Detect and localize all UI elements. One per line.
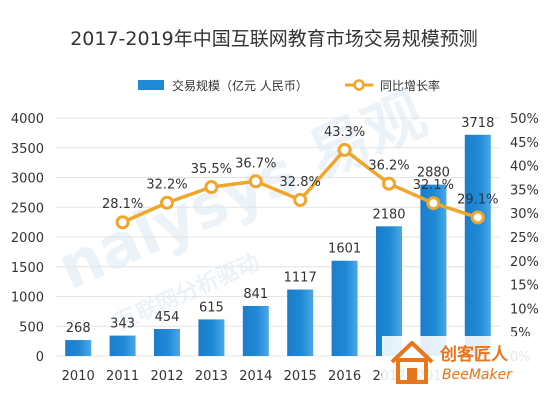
y-right-tick-label: 25%	[510, 231, 539, 246]
y-left-tick-label: 0	[36, 350, 44, 365]
x-tick-label: 2013	[195, 369, 228, 384]
bar-value-label: 343	[110, 317, 135, 332]
y-right-tick-label: 45%	[510, 136, 539, 151]
legend-line-marker	[353, 79, 365, 91]
growth-value-label: 32.8%	[280, 175, 321, 190]
bar	[242, 305, 269, 356]
y-right-tick-label: 10%	[510, 302, 539, 317]
growth-point	[204, 180, 219, 195]
legend-bar-label: 交易规模（亿元 人民币）	[172, 78, 308, 93]
growth-point	[160, 195, 174, 210]
y-right-tick-label: 50%	[510, 112, 539, 127]
bar	[109, 335, 136, 356]
chart-title: 2017-2019年中国互联网教育市场交易规模预测	[70, 28, 478, 50]
y-right-tick-label: 20%	[510, 255, 539, 270]
bar-value-label: 1117	[284, 271, 317, 286]
bar-value-label: 454	[155, 310, 180, 325]
growth-value-label: 36.2%	[368, 159, 409, 174]
bar-value-label: 841	[243, 287, 268, 302]
growth-point	[382, 176, 396, 191]
x-tick-label: 2015	[284, 369, 317, 384]
logo-badge: 创客匠人 BeeMaker	[382, 336, 547, 388]
y-right-tick-label: 30%	[510, 207, 539, 222]
x-tick-label: 2012	[150, 369, 183, 384]
bar	[65, 340, 92, 356]
bar-value-label: 1601	[328, 242, 361, 257]
y-left-tick-label: 2500	[11, 201, 44, 216]
bar	[331, 260, 358, 356]
x-tick-label: 2011	[106, 369, 139, 384]
right-axis: 0%5%10%15%20%25%30%35%40%45%50%	[510, 112, 539, 365]
house-icon	[390, 341, 434, 384]
y-left-tick-label: 3500	[11, 142, 44, 157]
legend-line-label: 同比增长率	[380, 78, 440, 93]
growth-line	[115, 142, 485, 230]
growth-point	[248, 174, 263, 189]
y-left-tick-label: 1000	[11, 291, 44, 306]
y-right-tick-label: 15%	[510, 279, 539, 294]
growth-value-label: 32.2%	[146, 178, 187, 193]
growth-point	[470, 210, 485, 225]
x-tick-label: 2014	[239, 369, 272, 384]
y-left-tick-label: 1500	[11, 261, 44, 276]
y-left-tick-label: 3000	[11, 172, 44, 187]
bar-value-label: 268	[66, 321, 91, 336]
growth-point	[115, 215, 130, 230]
y-left-tick-label: 500	[19, 320, 44, 335]
bars	[65, 134, 491, 356]
legend-bar-swatch	[138, 80, 164, 90]
growth-point	[426, 196, 441, 211]
x-tick-label: 2010	[62, 369, 95, 384]
left-axis: 0 500 1000 1500 2000 2500 3000 3500 4000	[11, 112, 44, 365]
bar	[420, 184, 447, 356]
badge-sub: BeeMaker	[442, 367, 513, 383]
bar-value-label: 2180	[372, 207, 405, 222]
y-left-tick-label: 4000	[11, 112, 44, 127]
growth-value-label: 43.3%	[324, 125, 365, 140]
x-tick-label: 2016	[328, 369, 361, 384]
bar-value-label: 2880	[417, 166, 450, 181]
bar	[376, 226, 402, 356]
bar-value-label: 615	[199, 300, 224, 315]
y-left-tick-label: 2000	[11, 231, 44, 246]
y-right-tick-label: 35%	[510, 183, 539, 198]
growth-value-label: 28.1%	[102, 197, 143, 212]
bar	[198, 319, 225, 356]
growth-point	[293, 192, 308, 207]
y-right-tick-label: 40%	[510, 160, 539, 175]
bar-value-label: 3718	[461, 116, 494, 131]
legend: 交易规模（亿元 人民币） 同比增长率	[138, 78, 440, 93]
data-labels: 268 343 454 615 841 1117 1601 2180 2880 3718 28.1%…	[66, 116, 499, 336]
growth-value-label: 32.1%	[413, 178, 454, 193]
bar	[154, 328, 180, 356]
bar	[287, 289, 314, 356]
growth-value-label: 29.1%	[457, 192, 498, 207]
growth-point	[337, 142, 352, 157]
bar	[464, 134, 491, 356]
growth-value-label: 36.7%	[235, 156, 276, 171]
growth-value-label: 35.5%	[191, 162, 232, 177]
badge-name: 创客匠人	[439, 344, 509, 365]
